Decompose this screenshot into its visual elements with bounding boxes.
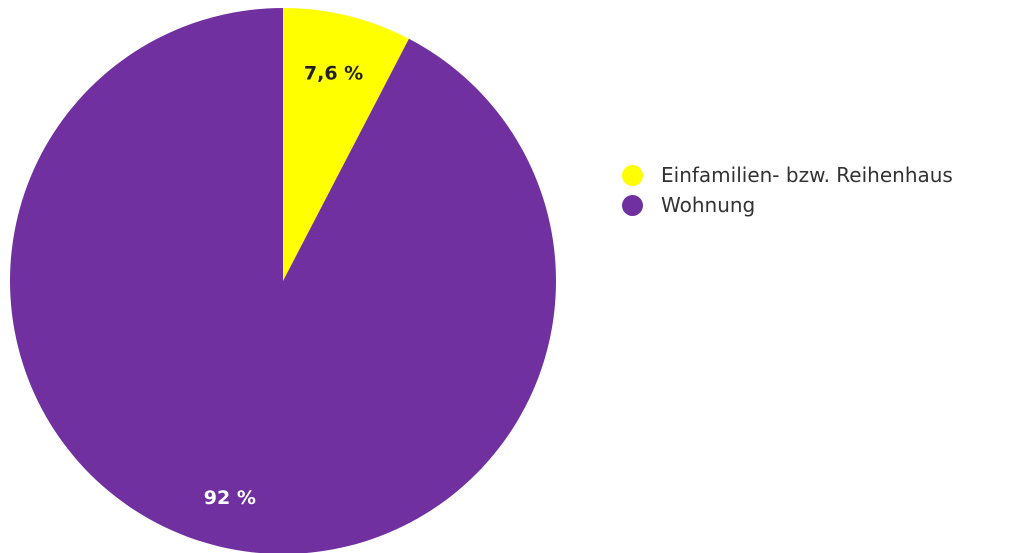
legend-item-einfamilienhaus: Einfamilien- bzw. Reihenhaus: [622, 160, 953, 190]
pie-slices: [10, 8, 556, 553]
legend: Einfamilien- bzw. Reihenhaus Wohnung: [622, 160, 953, 220]
legend-swatch-wohnung: [622, 194, 643, 216]
pie-slice-einfamilienhaus: [283, 8, 409, 281]
legend-swatch-einfamilienhaus: [622, 164, 643, 186]
pie-slice-wohnung: [10, 8, 556, 553]
pie-label-einfamilienhaus: 7,6 %: [304, 63, 363, 85]
legend-label-wohnung: Wohnung: [661, 193, 756, 217]
pie-value-labels: 7,6 % 92 %: [204, 63, 363, 509]
legend-label-einfamilienhaus: Einfamilien- bzw. Reihenhaus: [661, 163, 953, 187]
pie-label-wohnung: 92 %: [204, 487, 256, 509]
legend-item-wohnung: Wohnung: [622, 190, 953, 220]
